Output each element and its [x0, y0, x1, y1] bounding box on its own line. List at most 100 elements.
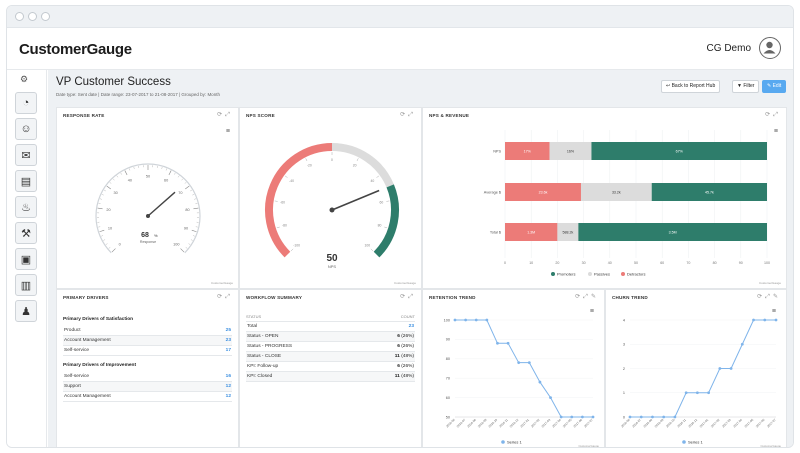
window-close-button[interactable]: [15, 12, 24, 21]
data-point[interactable]: [527, 361, 531, 365]
data-point[interactable]: [673, 415, 677, 419]
bar-passives[interactable]: [549, 142, 592, 160]
person-icon[interactable]: ♟: [15, 300, 37, 322]
report-icon[interactable]: ▥: [15, 274, 37, 296]
data-point[interactable]: [628, 415, 632, 419]
table-row[interactable]: Total 23: [246, 322, 415, 332]
window-minimize-button[interactable]: [28, 12, 37, 21]
churn-trend-panel: CHURN TREND ⟳⤢✎ ≡ 4 3 2 1 0 2016-06 2016-07 201…: [605, 289, 787, 447]
data-point[interactable]: [549, 396, 552, 399]
panel-tools[interactable]: ⟳⤢: [400, 294, 416, 300]
data-point[interactable]: [506, 341, 510, 345]
data-point[interactable]: [752, 318, 755, 322]
gauge-arc: [95, 163, 201, 254]
data-point[interactable]: [774, 318, 778, 322]
gauge-tick-label: 60: [379, 200, 383, 204]
user-name[interactable]: CG Demo: [706, 43, 751, 54]
list-item[interactable]: Self-service 16: [63, 372, 232, 382]
data-point[interactable]: [729, 367, 733, 370]
data-point[interactable]: [580, 415, 584, 419]
data-point[interactable]: [496, 341, 499, 345]
document-icon[interactable]: ▤: [15, 170, 37, 192]
image-icon[interactable]: ▣: [15, 248, 37, 270]
bar-detractors[interactable]: [505, 142, 550, 160]
data-point[interactable]: [474, 318, 478, 322]
list-item[interactable]: Account Management 12: [63, 392, 232, 402]
list-item[interactable]: Product 25: [63, 326, 232, 336]
legend-promoters: Promoters: [557, 272, 575, 277]
data-point[interactable]: [707, 391, 711, 395]
menu-icon[interactable]: ≡: [589, 308, 594, 315]
wrench-icon[interactable]: ⚒: [15, 222, 37, 244]
panel-tools[interactable]: ⟳⤢: [217, 112, 233, 118]
gauge-tick: [103, 239, 106, 241]
gauge-icon[interactable]: ◔: [15, 92, 37, 114]
panel-tools[interactable]: ⟳⤢✎: [757, 294, 781, 300]
data-point[interactable]: [684, 391, 688, 395]
data-point[interactable]: [763, 318, 767, 322]
legend-swatch: [501, 440, 505, 444]
data-point[interactable]: [538, 380, 542, 384]
list-item[interactable]: Account Management 23: [63, 336, 232, 346]
gear-icon[interactable]: ⚙: [20, 74, 29, 84]
table-row[interactable]: KPI: Follow-up 6 (26%): [246, 362, 415, 372]
x-tick-label: 2017-02: [710, 418, 721, 429]
fire-icon[interactable]: ♨: [15, 196, 37, 218]
gauge-tick: [190, 239, 193, 241]
response-gauge: 0 10 20 30 40 50 60 70 80 90 100 68 % Response Cus…: [95, 163, 233, 285]
data-point[interactable]: [718, 367, 722, 370]
data-point[interactable]: [591, 415, 595, 419]
avatar[interactable]: [759, 37, 781, 59]
panel-tools[interactable]: ⟳⤢: [400, 112, 416, 118]
bar-promoters[interactable]: [591, 142, 767, 160]
data-point[interactable]: [651, 415, 654, 419]
table-row[interactable]: Status - OPEN 6 (26%): [246, 332, 415, 342]
gauge-tick: [185, 185, 190, 190]
list-item[interactable]: Self-service 17: [63, 346, 232, 356]
data-point[interactable]: [740, 342, 744, 346]
data-point[interactable]: [662, 415, 666, 419]
mail-icon[interactable]: ✉: [15, 144, 37, 166]
window-maximize-button[interactable]: [41, 12, 50, 21]
gauge-tick: [376, 175, 380, 178]
menu-icon[interactable]: ≡: [771, 308, 776, 315]
data-point[interactable]: [559, 415, 563, 419]
data-point[interactable]: [485, 318, 489, 322]
table-row[interactable]: Status - PROGRESS 6 (26%): [246, 342, 415, 352]
bar-promoters[interactable]: [651, 183, 767, 201]
gauge-hub: [329, 207, 335, 213]
bar-detractors[interactable]: [505, 183, 581, 201]
edit-button[interactable]: ✎ Edit: [762, 80, 787, 93]
data-point[interactable]: [695, 391, 699, 395]
back-to-report-hub-button[interactable]: ↩ Back to Report Hub: [661, 80, 721, 93]
data-point[interactable]: [464, 318, 468, 322]
data-point[interactable]: [639, 415, 643, 419]
bar-detractors[interactable]: [505, 223, 558, 241]
bar-promoters[interactable]: [578, 223, 767, 241]
gauge-tick: [384, 226, 388, 229]
app-logo[interactable]: CustomerGauge: [19, 41, 132, 58]
x-tick-label: 2016-07: [456, 418, 467, 429]
gauge-tick: [184, 182, 187, 184]
gauge-tick-label: 20: [106, 208, 110, 212]
panel-tools[interactable]: ⟳⤢✎: [575, 294, 599, 300]
data-point[interactable]: [517, 361, 521, 365]
data-point[interactable]: [453, 318, 457, 322]
list-item[interactable]: Support 12: [63, 382, 232, 392]
data-point[interactable]: [570, 415, 574, 419]
legend-detractors: Detractors: [627, 272, 645, 277]
panel-title: NPS & REVENUE: [429, 113, 470, 118]
bar-label: 67%: [676, 149, 684, 153]
table-row[interactable]: KPI: Closed 11 (48%): [246, 372, 415, 382]
menu-icon[interactable]: ≡: [773, 128, 778, 135]
filter-button[interactable]: ▼ Filter: [732, 80, 760, 93]
smiley-icon[interactable]: ☺: [15, 118, 37, 140]
bar-passives[interactable]: [557, 223, 579, 241]
panel-tools[interactable]: ⟳⤢: [217, 294, 233, 300]
table-row[interactable]: Status - CLOSE 11 (48%): [246, 352, 415, 362]
menu-icon[interactable]: ≡: [225, 128, 230, 135]
nps-promoter-arc: [373, 184, 399, 258]
gauge-needle: [147, 191, 176, 217]
panel-tools[interactable]: ⟳⤢: [765, 112, 781, 118]
bar-passives[interactable]: [580, 183, 652, 201]
